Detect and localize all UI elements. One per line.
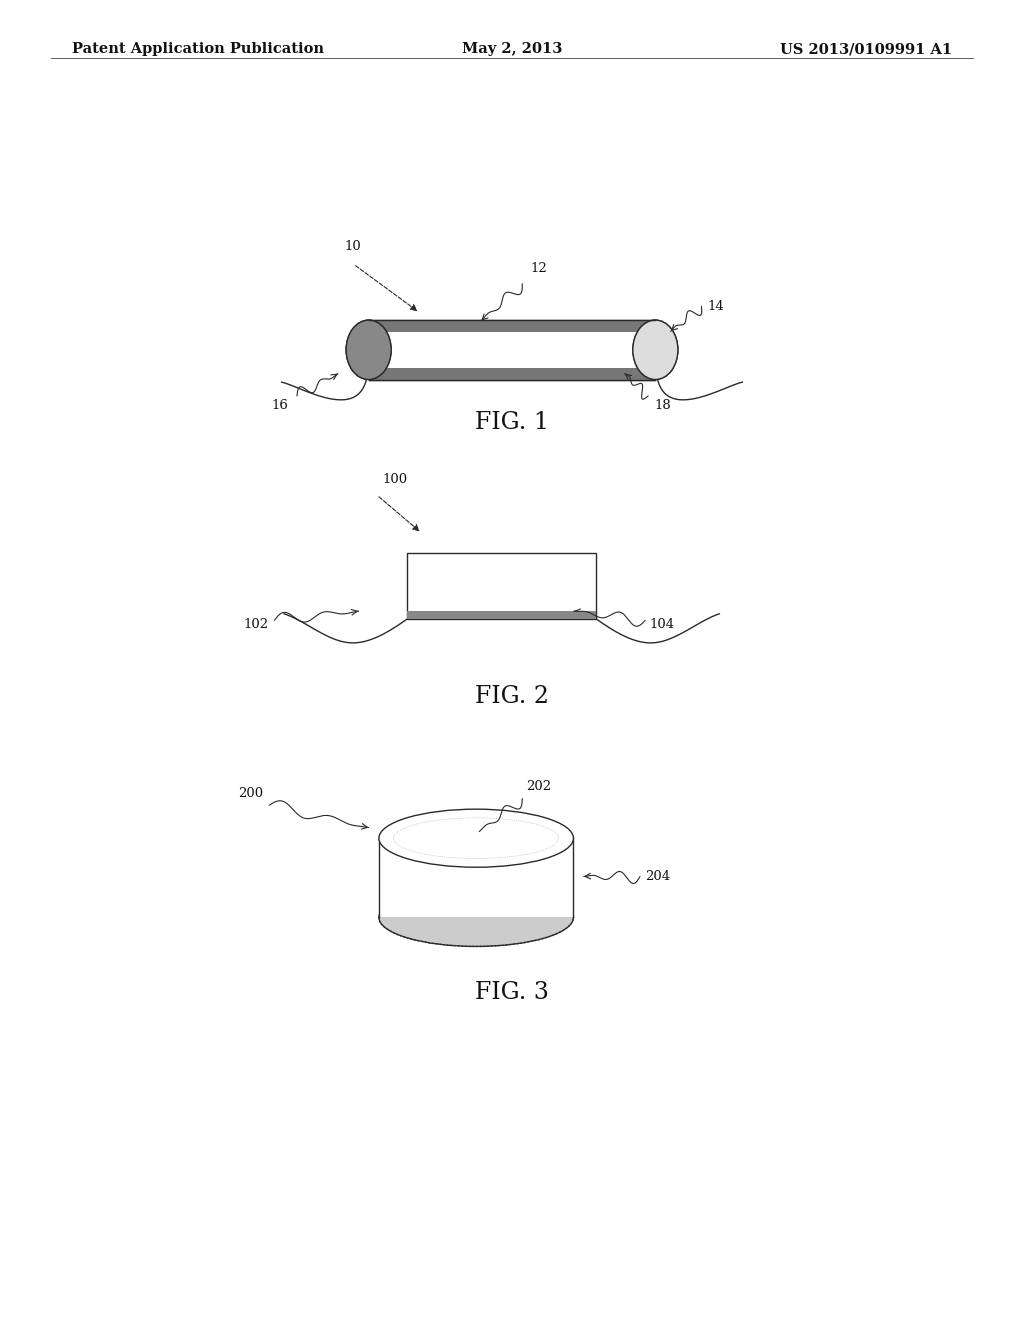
Ellipse shape — [346, 321, 391, 380]
Bar — [369, 319, 655, 380]
Text: 100: 100 — [382, 473, 408, 486]
Bar — [369, 367, 655, 380]
Bar — [369, 321, 655, 333]
Ellipse shape — [379, 809, 573, 867]
Text: 104: 104 — [649, 618, 675, 631]
Ellipse shape — [346, 321, 391, 380]
Bar — [407, 553, 596, 619]
Text: FIG. 1: FIG. 1 — [475, 411, 549, 434]
Text: US 2013/0109991 A1: US 2013/0109991 A1 — [780, 42, 952, 57]
Ellipse shape — [633, 321, 678, 380]
Text: FIG. 3: FIG. 3 — [475, 981, 549, 1005]
Bar — [369, 319, 655, 380]
Bar — [369, 367, 655, 380]
Text: Patent Application Publication: Patent Application Publication — [72, 42, 324, 57]
Text: FIG. 2: FIG. 2 — [475, 685, 549, 709]
Bar — [369, 321, 655, 333]
Bar — [407, 611, 596, 619]
Text: 200: 200 — [238, 787, 263, 800]
Text: 204: 204 — [645, 870, 671, 883]
Text: 14: 14 — [708, 300, 724, 313]
Text: 18: 18 — [654, 399, 671, 412]
Ellipse shape — [379, 888, 573, 946]
Text: 102: 102 — [243, 618, 268, 631]
Text: 10: 10 — [345, 240, 361, 253]
Text: May 2, 2013: May 2, 2013 — [462, 42, 562, 57]
Text: 12: 12 — [530, 261, 547, 275]
Ellipse shape — [633, 321, 678, 380]
Text: 202: 202 — [526, 780, 552, 793]
Bar — [379, 838, 573, 917]
Text: 16: 16 — [272, 399, 289, 412]
